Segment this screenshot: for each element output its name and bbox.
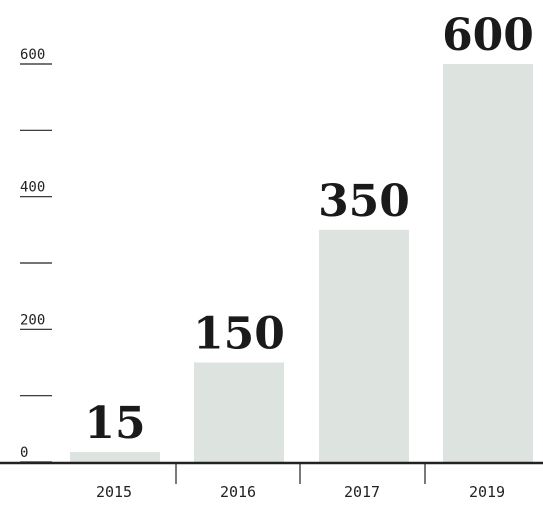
bars-group [70,64,533,462]
y-tick-label: 400 [20,180,45,196]
bar-2016 [194,362,284,462]
bar-2017 [319,229,409,462]
x-tick-label: 2017 [344,483,380,501]
x-tick-label: 2016 [220,483,256,501]
data-label: 150 [193,309,285,360]
data-label: 350 [318,176,410,227]
y-tick-label: 200 [20,312,45,328]
y-tick-label: 0 [20,445,28,461]
x-tick-label: 2019 [469,483,505,501]
y-axis: 0 200 400 600 [20,47,52,463]
y-tick-label: 600 [20,47,45,63]
x-tick-label: 2015 [96,483,132,501]
x-axis: 2015 2016 2017 2019 [0,461,543,501]
data-label: 600 [442,10,534,61]
bar-2015 [70,452,160,462]
bar-2019 [443,64,533,462]
data-labels-group: 15 150 350 600 [84,10,534,449]
data-label: 15 [84,398,145,449]
